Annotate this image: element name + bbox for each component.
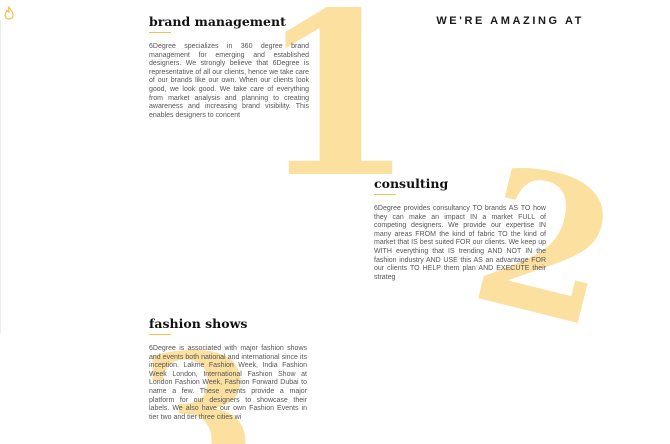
service-title: brand management xyxy=(149,14,286,29)
numeral-three: 3 xyxy=(138,317,257,444)
numeral-one: 1 xyxy=(258,0,415,228)
flame-icon[interactable] xyxy=(3,6,15,20)
service-fashion-shows: fashion shows 6Degree is associated with… xyxy=(149,316,307,422)
service-consulting: consulting 6Degree provides consultancy … xyxy=(374,176,546,282)
title-underline xyxy=(149,334,171,335)
section-heading: WE'RE AMAZING AT xyxy=(436,15,584,27)
service-description: 6Degree specializes in 360 degree brand … xyxy=(149,43,309,119)
title-underline xyxy=(149,32,171,33)
service-title: consulting xyxy=(374,176,449,191)
service-title: fashion shows xyxy=(149,316,248,331)
service-description: 6Degree is associated with major fashion… xyxy=(149,345,307,421)
title-underline xyxy=(374,194,396,195)
service-brand-management: brand management 6Degree specializes in … xyxy=(149,14,309,120)
left-divider xyxy=(0,20,1,334)
service-description: 6Degree provides consultancy TO brands A… xyxy=(374,205,546,281)
